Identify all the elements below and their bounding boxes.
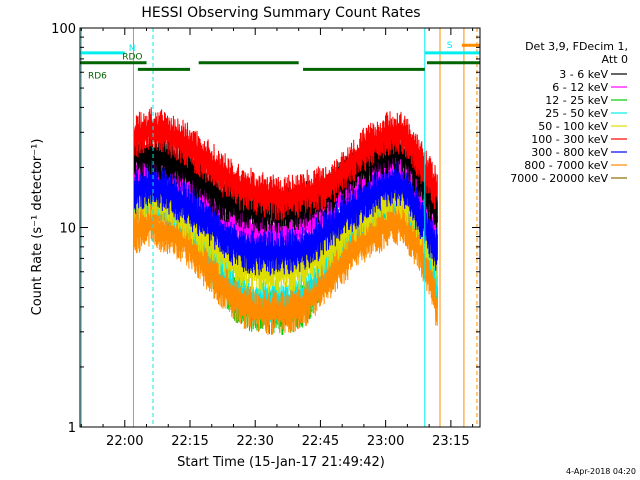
legend-label-100-300-kev: 100 - 300 keV (531, 133, 608, 146)
plot-area: N S RDO RD6 (80, 28, 480, 427)
x-tick-label: 22:45 (302, 434, 339, 449)
footer-date: 4-Apr-2018 04:20 (566, 467, 636, 476)
chart-title: HESSI Observing Summary Count Rates (141, 5, 420, 21)
x-tick-label: 22:00 (106, 434, 143, 449)
x-tick-label: 23:00 (367, 434, 404, 449)
legend-label-50-100-kev: 50 - 100 keV (538, 120, 608, 133)
legend-header-line1: Det 3,9, FDecim 1, (525, 40, 628, 53)
legend-header-line2: Att 0 (602, 53, 628, 66)
legend-label-300-800-kev: 300 - 800 keV (531, 146, 608, 159)
flag-label-n: N (129, 44, 136, 54)
flag-label-rd6: RD6 (88, 71, 107, 81)
y-tick-label: 100 (51, 22, 76, 37)
y-tick-label: 10 (59, 222, 76, 237)
x-axis-label: Start Time (15-Jan-17 21:49:42) (177, 455, 385, 470)
x-tick-label: 22:30 (236, 434, 273, 449)
legend-label-25-50-kev: 25 - 50 keV (545, 107, 608, 120)
legend-label-7000-20000-kev: 7000 - 20000 keV (510, 172, 608, 185)
y-axis-label: Count Rate (s⁻¹ detector⁻¹) (30, 139, 45, 316)
x-tick-label: 22:15 (171, 434, 208, 449)
legend-label-12-25-kev: 12 - 25 keV (545, 94, 608, 107)
legend-label-800-7000-kev: 800 - 7000 keV (524, 159, 608, 172)
axes: 22:00 22:15 22:30 22:45 23:00 23:15 1 10 100 (51, 22, 480, 449)
y-tick-label: 1 (68, 421, 76, 436)
series-100-300-kev-line (133, 107, 438, 221)
legend-label-3-6-kev: 3 - 6 keV (559, 68, 608, 81)
flag-label-s: S (447, 41, 453, 51)
series-300-800-kev-line (133, 160, 438, 276)
flag-label-rdo: RDO (122, 53, 142, 63)
x-tick-label: 23:15 (432, 434, 469, 449)
legend-label-6-12-kev: 6 - 12 keV (552, 81, 608, 94)
